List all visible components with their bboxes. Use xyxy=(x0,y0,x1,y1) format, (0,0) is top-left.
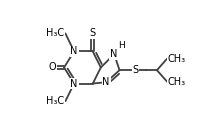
Text: S: S xyxy=(90,28,96,38)
Text: N: N xyxy=(70,46,78,56)
Text: H: H xyxy=(118,41,125,50)
Text: CH₃: CH₃ xyxy=(168,77,186,87)
Text: N: N xyxy=(70,79,78,89)
Text: CH₃: CH₃ xyxy=(168,54,186,64)
Text: N: N xyxy=(102,77,110,87)
Text: O: O xyxy=(49,63,56,72)
Text: H₃C: H₃C xyxy=(46,28,64,38)
Text: S: S xyxy=(132,65,139,75)
Text: H₃C: H₃C xyxy=(46,96,64,106)
Text: N: N xyxy=(110,49,117,59)
